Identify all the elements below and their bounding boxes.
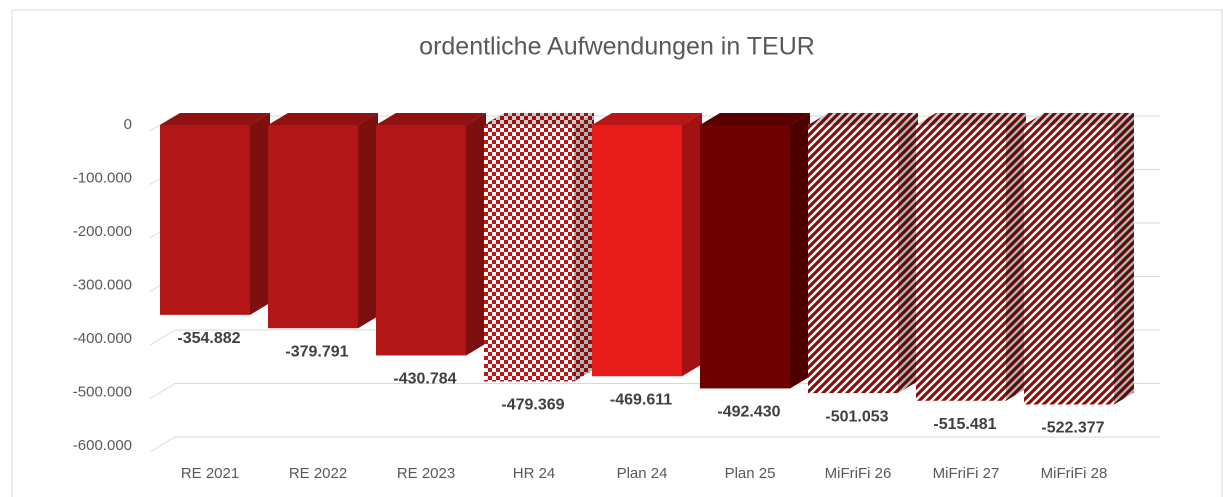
bar-top-shade [160, 113, 270, 125]
bar-side [358, 113, 378, 329]
bar-side-shade [466, 113, 486, 356]
bar-top [268, 113, 378, 125]
y-tick-label: -200.000 [73, 223, 132, 240]
bar [700, 125, 790, 389]
bar [916, 125, 1006, 401]
bar-top [484, 113, 594, 125]
bar [160, 125, 250, 315]
bar-side [898, 113, 918, 394]
bar-side [466, 113, 486, 356]
y-tick-label: -600.000 [73, 437, 132, 454]
bar-top-shade [592, 113, 702, 125]
value-label: -492.430 [717, 404, 780, 421]
bar [808, 125, 898, 394]
x-tick-label: RE 2021 [181, 465, 239, 482]
bar-side-shade [898, 113, 918, 394]
bar [268, 125, 358, 329]
value-label: -354.882 [177, 330, 240, 347]
value-label: -501.053 [825, 408, 888, 425]
x-tick-label: Plan 24 [617, 465, 668, 482]
value-label: -430.784 [393, 371, 456, 388]
bar-side [790, 113, 810, 389]
y-tick-label: -500.000 [73, 383, 132, 400]
bar-top [916, 113, 1026, 125]
x-tick-label: Plan 25 [725, 465, 776, 482]
bar-side [1006, 113, 1026, 401]
y-tick-label: -400.000 [73, 330, 132, 347]
value-label: -515.481 [933, 416, 996, 433]
y-tick-label: -300.000 [73, 276, 132, 293]
bar-top [160, 113, 270, 125]
value-label: -379.791 [285, 343, 348, 360]
bar-side [250, 113, 270, 315]
value-label: -469.611 [610, 391, 672, 408]
x-tick-label: MiFriFi 27 [933, 465, 1000, 482]
bar [1024, 125, 1114, 405]
y-tick-label: 0 [124, 116, 132, 133]
bar-top-shade [916, 113, 1026, 125]
bar-top-shade [484, 113, 594, 125]
bar-side-shade [358, 113, 378, 329]
x-tick-label: RE 2023 [397, 465, 455, 482]
bar-top [808, 113, 918, 125]
x-tick-label: MiFriFi 28 [1041, 465, 1108, 482]
x-tick-label: HR 24 [513, 465, 556, 482]
bar-top-shade [1024, 113, 1134, 125]
grid-line [149, 436, 1160, 453]
bar-top [1024, 113, 1134, 125]
bar [484, 125, 574, 382]
bar-side-shade [790, 113, 810, 389]
bar-top-shade [808, 113, 918, 125]
bar-side-shade [574, 113, 594, 382]
bar-side [574, 113, 594, 382]
y-tick-label: -100.000 [73, 169, 132, 186]
bar-top-shade [700, 113, 810, 125]
bar-top-shade [268, 113, 378, 125]
x-tick-label: MiFriFi 26 [825, 465, 892, 482]
bar-top [700, 113, 810, 125]
bar-side-shade [1006, 113, 1026, 401]
bar [592, 125, 682, 377]
chart-title: ordentliche Aufwendungen in TEUR [419, 33, 815, 61]
bar-top-shade [376, 113, 486, 125]
bar-side-shade [250, 113, 270, 315]
value-label: -479.369 [501, 397, 564, 414]
value-label: -522.377 [1041, 420, 1104, 437]
bar-side [1114, 113, 1134, 405]
bar-top [376, 113, 486, 125]
bar [376, 125, 466, 356]
bar-side-shade [682, 113, 702, 377]
bar-side [682, 113, 702, 377]
bar-top [592, 113, 702, 125]
bar-side-shade [1114, 113, 1134, 405]
x-tick-label: RE 2022 [289, 465, 347, 482]
